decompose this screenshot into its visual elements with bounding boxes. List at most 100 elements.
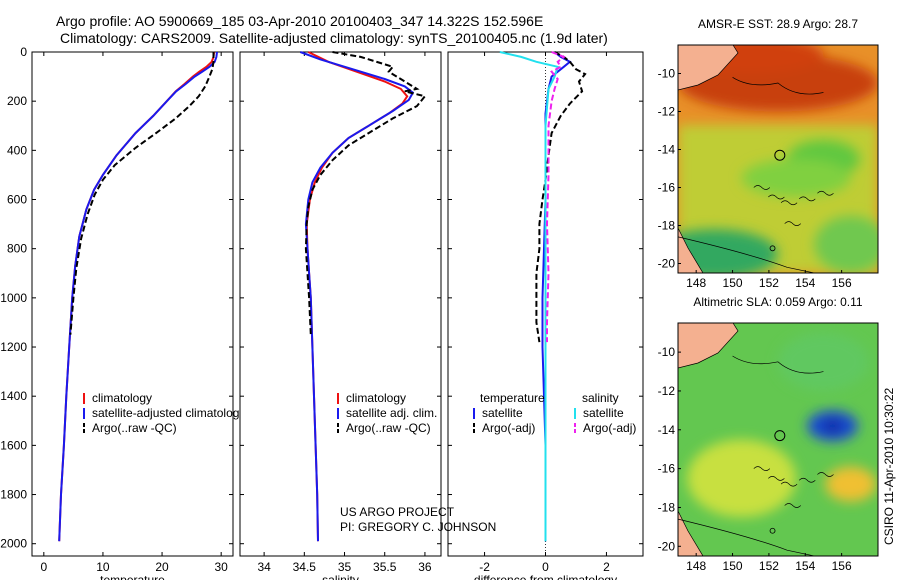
sla_map-ytick-label: -16: [658, 462, 676, 476]
temperature-xtick-label: 10: [96, 560, 110, 574]
sst_map-blob: [814, 216, 878, 273]
panel-temperature: 0 10 20 30 temperature 0 200 400 600 800 1000 1200 1…: [0, 45, 245, 580]
sst_map-archipelago-outline: [732, 77, 824, 95]
sla_map-xtick-label: 152: [759, 559, 779, 573]
depth-tick-label: 1200: [0, 340, 27, 354]
sla_map: Altimetric SLA: 0.059 Argo: 0.11 148 150 15…: [658, 295, 879, 573]
difference-xtick-label: -2: [479, 560, 490, 574]
sst_map: AMSR-E SST: 28.9 Argo: 28.7 148 150 152 154 1…: [658, 17, 879, 290]
temperature-series-argo-raw-qc-: [69, 52, 215, 335]
salinity-xtick-label: 36: [418, 560, 432, 574]
sst_map-xtick-label: 152: [759, 276, 779, 290]
sst_map-ytick-label: -12: [658, 105, 676, 119]
difference-legend-s-argo-label: Argo(-adj): [583, 421, 636, 435]
salinity-xtick-label: 34: [257, 560, 271, 574]
sla_map-frame: [677, 322, 879, 557]
temperature-legend-1-label: satellite-adjusted climatology: [92, 406, 245, 420]
sla_map-island-outline: [799, 477, 816, 483]
depth-tick-label: 200: [7, 94, 27, 108]
sla_map-xtick-label: 148: [686, 559, 706, 573]
temperature-xtick-label: 30: [214, 560, 228, 574]
difference-series-temperature-argo-adj-: [535, 51, 587, 343]
sst_map-island-outline: [768, 194, 785, 200]
sla_map-xtick-label: 150: [723, 559, 743, 573]
salinity-legend-1-label: satellite adj. clim.: [346, 406, 437, 420]
difference-legend-t-argo-label: Argo(-adj): [482, 421, 535, 435]
temperature-legend-2-label: Argo(..raw -QC): [92, 421, 177, 435]
sst_map-blob: [741, 159, 851, 197]
sst_map-ytick-label: -20: [658, 257, 676, 271]
salinity-series-satellite-adj-clim-: [299, 51, 415, 542]
temperature-xtick-label: 0: [40, 560, 47, 574]
sla_map-island-outline: [753, 466, 771, 471]
sla_map-ytick-label: -14: [658, 423, 676, 437]
sst_map-field: [678, 45, 878, 273]
sst_map-ytick-label: -14: [658, 143, 676, 157]
sst_map-xtick-label: 150: [723, 276, 743, 290]
salinity-xtick-label: 35.5: [373, 560, 397, 574]
sla_map-island-outline: [817, 472, 834, 477]
sst_map-xtick-label: 154: [795, 276, 815, 290]
sla_map-island-outline: [780, 481, 798, 487]
header-subtitle: Climatology: CARS2009. Satellite-adjuste…: [60, 30, 608, 46]
sst_map-reef-outline: [678, 236, 817, 273]
depth-tick-label: 0: [20, 45, 27, 59]
salinity-legend-0-label: climatology: [346, 391, 406, 405]
temperature-legend-0-label: climatology: [92, 391, 152, 405]
difference-xlabel: difference from climatology: [474, 573, 617, 580]
depth-tick-label: 600: [7, 193, 27, 207]
depth-tick-label: 1400: [0, 389, 27, 403]
difference-legend-t-sat-label: satellite: [482, 406, 523, 420]
salinity-frame: [239, 51, 442, 557]
depth-tick-label: 1800: [0, 488, 27, 502]
sla_map-secondary-marker: [769, 527, 776, 534]
salinity-xlabel: salinity: [322, 573, 359, 580]
sla_map-ytick-label: -12: [658, 384, 676, 398]
sst_map-frame: [677, 44, 879, 274]
depth-tick-label: 1600: [0, 438, 27, 452]
sla_map-blob: [778, 332, 869, 391]
pi-label: PI: GREGORY C. JOHNSON: [340, 520, 496, 534]
temperature-series-satellite-adjusted-climatology: [58, 51, 218, 542]
sst_map-ytick-label: -10: [658, 67, 676, 81]
sst_map-island-outline: [799, 196, 816, 202]
temperature-xtick-label: 20: [155, 560, 169, 574]
sst_map-island-outline: [784, 221, 801, 226]
sst_map-island-outline: [753, 185, 771, 190]
sst_map-ytick-label: -18: [658, 219, 676, 233]
difference-legend: temperaturesatelliteArgo(-adj)salinitysa…: [473, 391, 636, 435]
sla_map-blob: [687, 439, 797, 518]
sla_map-archipelago-outline: [732, 355, 824, 374]
difference-legend-temperature-title: temperature: [480, 391, 545, 405]
sla_map-reef-outline: [678, 518, 817, 556]
depth-tick-label: 800: [7, 242, 27, 256]
credit-label: CSIRO 11-Apr-2010 10:30:22: [882, 387, 896, 545]
difference-legend-salinity-title: salinity: [582, 391, 619, 405]
header-title: Argo profile: AO 5900669_185 03-Apr-2010…: [56, 13, 544, 29]
project-label: US ARGO PROJECT: [340, 505, 455, 519]
sst_map-title: AMSR-E SST: 28.9 Argo: 28.7: [698, 17, 858, 31]
depth-tick-label: 1000: [0, 291, 27, 305]
sst_map-xtick-label: 148: [686, 276, 706, 290]
sla_map-xtick-label: 154: [795, 559, 815, 573]
sst_map-secondary-marker: [769, 245, 776, 252]
salinity-xtick-label: 34.5: [293, 560, 317, 574]
difference-series-salinity-argo-adj-: [545, 51, 566, 343]
sla_map-blob: [821, 418, 844, 434]
sla_map-field: [678, 323, 878, 556]
sst_map-island-outline: [780, 200, 798, 206]
sst_map-island-outline: [817, 190, 834, 196]
sst_map-land-south: [678, 227, 704, 273]
sla_map-profile-marker: [774, 430, 786, 442]
panel-salinity: 34 34.5 35 35.5 36 salinity climatologysatelli…: [239, 51, 442, 580]
sst_map-blob: [678, 229, 778, 273]
sla_map-xtick-label: 156: [832, 559, 852, 573]
sla_map-blobs: [687, 332, 877, 518]
sla_map-blob: [825, 466, 877, 502]
salinity-xtick-label: 35: [338, 560, 352, 574]
difference-series-salinity-satellite: [499, 51, 559, 542]
